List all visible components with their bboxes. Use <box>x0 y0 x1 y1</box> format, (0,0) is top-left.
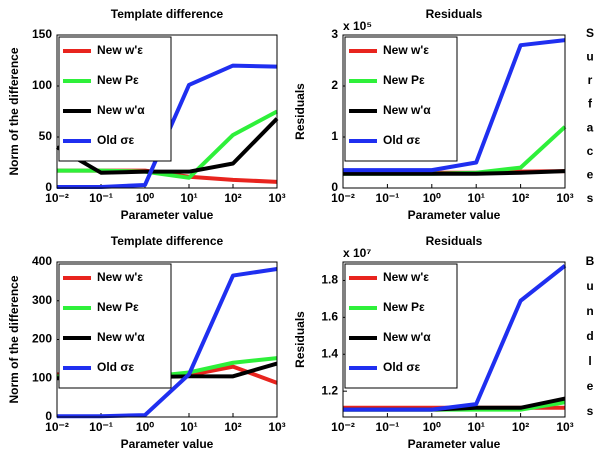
series-line <box>343 264 567 412</box>
x-axis-label: Parameter value <box>121 208 214 222</box>
legend-label: New w'ε <box>383 270 429 284</box>
legend-label: New Pε <box>383 73 425 87</box>
x-tick-label: 10¹ <box>180 191 197 205</box>
x-tick-label: 10⁻¹ <box>89 191 113 205</box>
legend-label: New w'α <box>97 330 145 344</box>
y-tick-label: 0 <box>45 180 52 194</box>
y-axis-label: Residuals <box>293 83 307 140</box>
x-tick-label: 10⁻¹ <box>376 420 400 434</box>
legend-label: New Pε <box>97 73 139 87</box>
series-line <box>57 266 278 419</box>
series-line <box>343 38 566 173</box>
y-tick-label: 300 <box>32 293 52 307</box>
x-tick-label: 10⁻¹ <box>89 420 113 434</box>
legend-label: New w'ε <box>383 43 429 57</box>
y-tick-label: 150 <box>32 27 52 41</box>
x-tick-label: 10⁰ <box>136 420 154 434</box>
x-tick-label: 10² <box>512 191 529 205</box>
axes-frame <box>56 34 278 189</box>
axes-frame <box>56 261 278 418</box>
legend-label: Old σε <box>383 133 421 147</box>
x-axis-label: Parameter value <box>121 437 214 451</box>
x-tick-label: 10³ <box>268 420 285 434</box>
legend-label: Old σε <box>383 360 421 374</box>
y-tick-label: 50 <box>39 129 53 143</box>
y-axis-label: Residuals <box>293 311 307 368</box>
x-tick-label: 10¹ <box>468 420 485 434</box>
x-tick-label: 10³ <box>556 191 573 205</box>
legend-label: New w'ε <box>97 43 143 57</box>
y-tick-label: 100 <box>32 78 52 92</box>
y-axis-label: Norm of the difference <box>7 275 21 403</box>
x-tick-label: 10² <box>512 420 529 434</box>
y-tick-label: 2 <box>331 78 338 92</box>
chart-title: Residuals <box>426 234 483 248</box>
x-tick-label: 10² <box>224 191 241 205</box>
y-tick-label: 0 <box>45 409 52 423</box>
x-tick-label: 10⁻¹ <box>376 191 400 205</box>
y-tick-label: 1 <box>331 129 338 143</box>
x-tick-label: 10¹ <box>468 191 485 205</box>
y-tick-label: 0 <box>331 180 338 194</box>
x-tick-label: 10⁻² <box>45 420 69 434</box>
x-tick-label: 10⁻² <box>331 191 355 205</box>
axes-frame <box>342 261 566 418</box>
y-tick-label: 3 <box>331 27 338 41</box>
y-multiplier: x 10⁵ <box>343 19 372 33</box>
x-axis-label: Parameter value <box>408 208 501 222</box>
x-tick-label: 10⁻² <box>45 191 69 205</box>
chart-title: Template difference <box>111 234 224 248</box>
y-tick-label: 100 <box>32 370 52 384</box>
x-tick-label: 10⁰ <box>136 191 154 205</box>
y-tick-label: 200 <box>32 332 52 346</box>
legend-label: New w'ε <box>97 270 143 284</box>
x-tick-label: 10⁻² <box>331 420 355 434</box>
y-tick-label: 1.6 <box>321 310 338 324</box>
y-axis-label: Norm of the difference <box>7 47 21 175</box>
x-tick-label: 10¹ <box>180 420 197 434</box>
y-multiplier: x 10⁷ <box>343 246 371 260</box>
x-tick-label: 10⁰ <box>423 420 441 434</box>
axes-frame <box>342 34 566 189</box>
x-tick-label: 10³ <box>268 191 285 205</box>
x-tick-label: 10⁰ <box>423 191 441 205</box>
chart-title: Residuals <box>426 7 483 21</box>
chart-title: Template difference <box>111 7 224 21</box>
legend-label: Old σε <box>97 360 135 374</box>
y-tick-label: 400 <box>32 254 52 268</box>
legend-label: New w'α <box>383 330 431 344</box>
y-tick-label: 1.2 <box>321 383 338 397</box>
legend-label: New w'α <box>97 103 145 117</box>
legend-label: New w'α <box>383 103 431 117</box>
x-axis-label: Parameter value <box>408 437 501 451</box>
series-line <box>55 117 279 175</box>
legend-label: New Pε <box>97 300 139 314</box>
x-tick-label: 10³ <box>556 420 573 434</box>
y-tick-label: 1.8 <box>321 273 338 287</box>
legend-label: New Pε <box>383 300 425 314</box>
x-tick-label: 10² <box>224 420 241 434</box>
series-line <box>343 169 566 176</box>
y-tick-label: 1.4 <box>321 346 338 360</box>
legend-label: Old σε <box>97 133 135 147</box>
